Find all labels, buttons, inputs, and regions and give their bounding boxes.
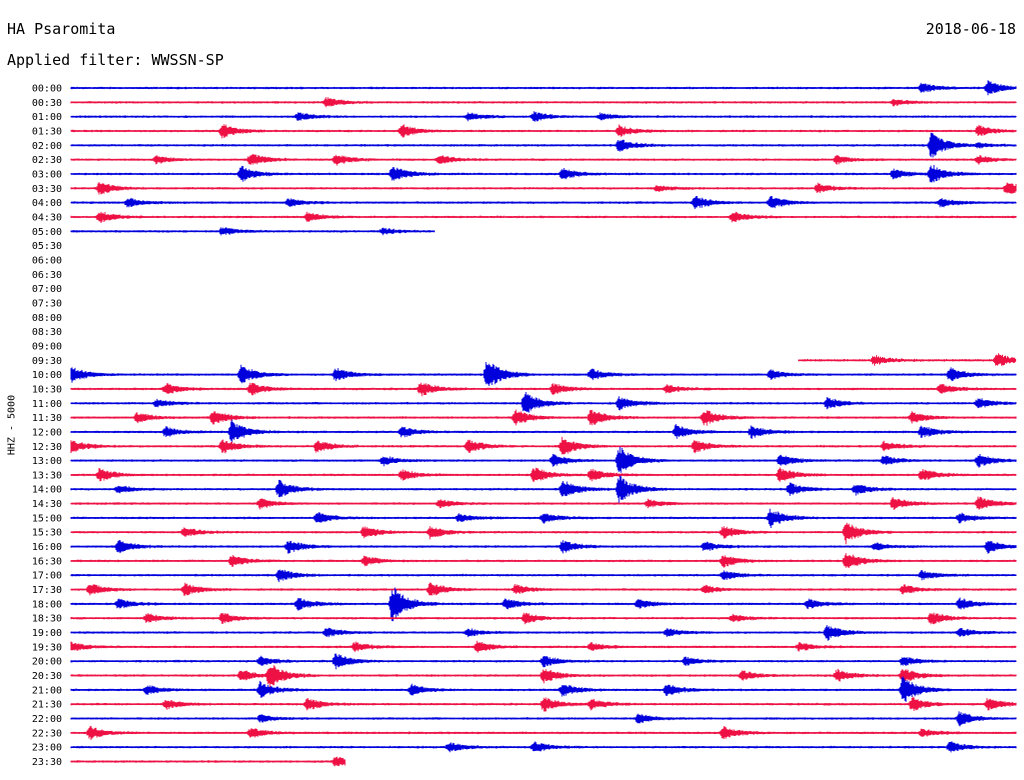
row-tick-label: 17:30 bbox=[32, 585, 62, 596]
trace-row bbox=[70, 522, 1017, 545]
filter-label: Applied filter: WWSSN-SP bbox=[7, 51, 224, 69]
row-tick-label: 20:00 bbox=[32, 657, 62, 668]
row-tick-label: 01:30 bbox=[32, 126, 62, 137]
row-tick-label: 23:00 bbox=[32, 743, 62, 754]
row-tick-label: 01:00 bbox=[32, 112, 62, 123]
row-tick-label: 22:00 bbox=[32, 714, 62, 725]
row-tick-label: 21:30 bbox=[32, 700, 62, 711]
date-label: 2018-06-18 bbox=[925, 20, 1016, 38]
row-tick-label: 11:30 bbox=[32, 413, 62, 424]
row-tick-label: 17:00 bbox=[32, 571, 62, 582]
row-tick-label: 20:30 bbox=[32, 671, 62, 682]
row-tick-label: 06:30 bbox=[32, 270, 62, 281]
seismic-traces bbox=[70, 80, 1017, 767]
row-tick-label: 15:30 bbox=[32, 528, 62, 539]
row-tick-label: 22:30 bbox=[32, 728, 62, 739]
row-tick-label: 02:00 bbox=[32, 141, 62, 152]
row-tick-label: 08:00 bbox=[32, 313, 62, 324]
row-tick-label: 19:00 bbox=[32, 628, 62, 639]
row-tick-label: 05:30 bbox=[32, 241, 62, 252]
row-tick-label: 08:30 bbox=[32, 327, 62, 338]
row-tick-label: 04:00 bbox=[32, 198, 62, 209]
row-tick-label: 15:00 bbox=[32, 513, 62, 524]
row-tick-label: 07:00 bbox=[32, 284, 62, 295]
row-tick-label: 03:00 bbox=[32, 169, 62, 180]
row-tick-label: 18:00 bbox=[32, 599, 62, 610]
row-tick-label: 06:00 bbox=[32, 255, 62, 266]
row-tick-label: 14:30 bbox=[32, 499, 62, 510]
row-tick-label: 04:30 bbox=[32, 212, 62, 223]
row-tick-label: 10:30 bbox=[32, 384, 62, 395]
row-tick-label: 16:00 bbox=[32, 542, 62, 553]
row-tick-label: 21:00 bbox=[32, 685, 62, 696]
row-tick-label: 09:30 bbox=[32, 356, 62, 367]
trace-row bbox=[70, 392, 1017, 413]
row-tick-label: 05:00 bbox=[32, 227, 62, 238]
row-tick-label: 13:30 bbox=[32, 470, 62, 481]
row-tick-label: 14:00 bbox=[32, 485, 62, 496]
row-tick-label: 02:30 bbox=[32, 155, 62, 166]
row-tick-label: 03:30 bbox=[32, 184, 62, 195]
row-tick-label: 07:30 bbox=[32, 298, 62, 309]
row-tick-label: 00:00 bbox=[32, 84, 62, 95]
row-tick-label: 11:00 bbox=[32, 399, 62, 410]
row-tick-label: 00:30 bbox=[32, 98, 62, 109]
row-tick-label: 12:30 bbox=[32, 442, 62, 453]
row-tick-label: 13:00 bbox=[32, 456, 62, 467]
row-tick-label: 19:30 bbox=[32, 642, 62, 653]
row-tick-label: 18:30 bbox=[32, 614, 62, 625]
row-tick-label: 09:00 bbox=[32, 341, 62, 352]
row-tick-label: 16:30 bbox=[32, 556, 62, 567]
row-tick-label: 23:30 bbox=[32, 757, 62, 768]
row-tick-labels: 00:00 00:30 01:00 01:30 02:00 02:30 03:00 03:30… bbox=[32, 84, 62, 769]
trace-row bbox=[70, 665, 1017, 688]
station-title: HA Psaromita bbox=[7, 20, 116, 38]
row-tick-label: 12:00 bbox=[32, 427, 62, 438]
row-tick-label: 10:00 bbox=[32, 370, 62, 381]
